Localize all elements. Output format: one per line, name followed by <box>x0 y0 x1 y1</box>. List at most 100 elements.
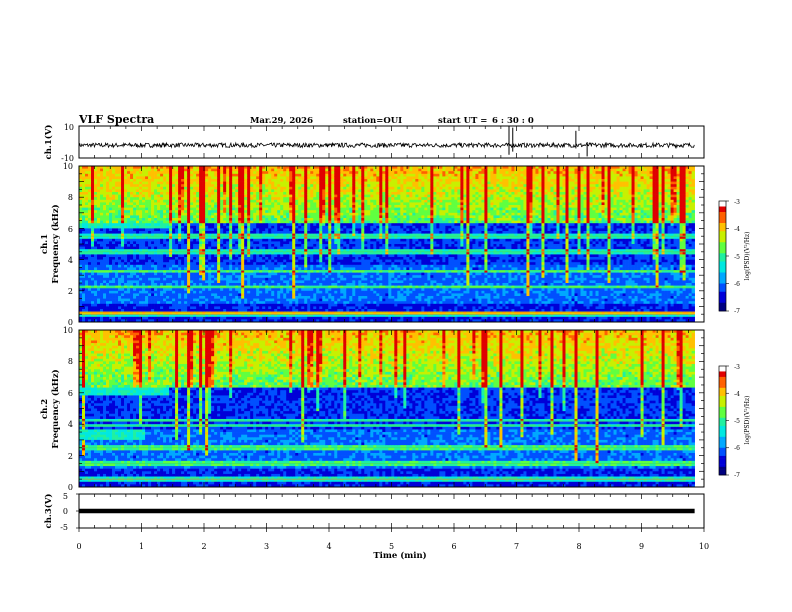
spectrogram-cell <box>103 272 107 276</box>
spectrogram-cell <box>253 259 257 263</box>
spectrogram-cell <box>271 306 275 310</box>
spectrogram-cell <box>112 275 116 279</box>
spectrogram-cell <box>223 176 227 180</box>
spectrogram-cell <box>247 176 251 180</box>
spectrogram-cell <box>310 293 314 297</box>
spectrogram-cell <box>232 288 236 292</box>
spectrogram-cell <box>157 254 161 258</box>
spectrogram-cell <box>166 171 170 175</box>
spectrogram-cell <box>88 283 92 286</box>
spectrogram-cell <box>190 197 194 201</box>
spectrogram-cell <box>220 166 224 169</box>
spectrogram-cell <box>229 309 233 312</box>
spectrogram-cell <box>223 233 227 237</box>
spectrogram-cell <box>229 303 233 307</box>
spectrogram-cell <box>259 210 263 214</box>
spectrogram-cell <box>253 277 257 281</box>
spectrogram-cell <box>223 293 227 297</box>
spectrogram-cell <box>250 272 254 276</box>
spectrogram-cell <box>313 197 317 201</box>
spectrogram-cell <box>133 270 137 273</box>
spectrogram-cell <box>229 207 233 211</box>
spectrogram-cell <box>265 215 269 219</box>
spectrogram-cell <box>169 192 173 195</box>
spectrogram-cell <box>214 210 218 214</box>
spectrogram-cell <box>178 210 182 214</box>
spectrogram-cell <box>106 202 110 206</box>
spectrogram-cell <box>97 293 101 297</box>
spectrogram-cell <box>232 220 236 224</box>
spectrogram-cell <box>259 251 263 255</box>
spectrogram-cell <box>133 251 137 255</box>
spectrogram-cell <box>169 220 173 224</box>
spectrogram-cell <box>274 181 278 185</box>
spectrogram-cell <box>88 254 92 258</box>
spectrogram-cell <box>232 293 236 297</box>
spectrogram-cell <box>103 306 107 310</box>
spectrogram-cell <box>169 205 173 208</box>
spectrogram-cell <box>97 225 101 229</box>
spectrogram-cell <box>148 314 152 318</box>
spectrogram-cell <box>160 298 164 302</box>
spectrogram-cell <box>79 270 83 273</box>
spectrogram-cell <box>208 233 212 237</box>
spectrogram-cell <box>265 283 269 286</box>
spectrogram-cell <box>214 288 218 292</box>
spectrogram-cell <box>226 270 230 273</box>
spectrogram-cell <box>109 290 113 294</box>
spectrogram-cell <box>121 173 125 177</box>
spectrogram-cell <box>238 238 242 242</box>
spectrogram-cell <box>124 290 128 294</box>
spectrogram-cell <box>115 223 119 227</box>
spectrogram-cell <box>124 257 128 260</box>
spectrogram-cell <box>100 241 104 245</box>
spectrogram-cell <box>226 303 230 307</box>
spectrogram-cell <box>166 220 170 224</box>
spectrogram-cell <box>211 306 215 310</box>
spectrogram-cell <box>238 314 242 318</box>
spectrogram-cell <box>88 259 92 263</box>
spectrogram-cell <box>238 293 242 297</box>
spectrogram-cell <box>91 238 95 242</box>
spectrogram-cell <box>220 275 224 279</box>
spectrogram-cell <box>94 264 98 268</box>
spectrogram-cell <box>262 202 266 206</box>
spectrogram-cell <box>178 186 182 190</box>
spectrogram-cell <box>214 166 218 169</box>
spectrogram-cell <box>127 298 131 302</box>
spectrogram-cell <box>280 228 284 232</box>
spectrogram-cell <box>109 296 113 299</box>
spectrogram-cell <box>175 270 179 273</box>
spectrogram-cell <box>229 194 233 198</box>
spectrogram-cell <box>256 179 260 182</box>
spectrogram-cell <box>160 173 164 177</box>
spectrogram-cell <box>244 298 248 302</box>
spectrogram-cell <box>97 218 101 221</box>
spectrogram-cell <box>289 259 293 263</box>
spectrogram-cell <box>208 246 212 250</box>
spectrogram-cell <box>277 244 281 247</box>
spectrogram-cell <box>109 262 113 266</box>
spectrogram-cell <box>298 301 302 305</box>
spectrogram-cell <box>100 236 104 240</box>
spectrogram-cell <box>184 228 188 232</box>
spectrogram-cell <box>196 311 200 315</box>
spectrogram-cell <box>244 197 248 201</box>
spectrogram-cell <box>121 309 125 312</box>
spectrogram-cell <box>121 225 125 229</box>
spectrogram-cell <box>112 270 116 273</box>
spectrogram-cell <box>172 249 176 253</box>
spectrogram-cell <box>304 306 308 310</box>
spectrogram-cell <box>211 202 215 206</box>
spectrogram-cell <box>229 176 233 180</box>
spectrogram-cell <box>121 171 125 175</box>
spectrogram-cell <box>205 288 209 292</box>
spectrogram-cell <box>205 194 209 198</box>
spectrogram-cell <box>130 301 134 305</box>
spectrogram-cell <box>205 293 209 297</box>
spectrogram-cell <box>304 249 308 253</box>
spectrogram-cell <box>307 228 311 232</box>
spectrogram-cell <box>151 223 155 227</box>
spectrogram-cell <box>193 173 197 177</box>
spectrogram-cell <box>79 314 83 318</box>
